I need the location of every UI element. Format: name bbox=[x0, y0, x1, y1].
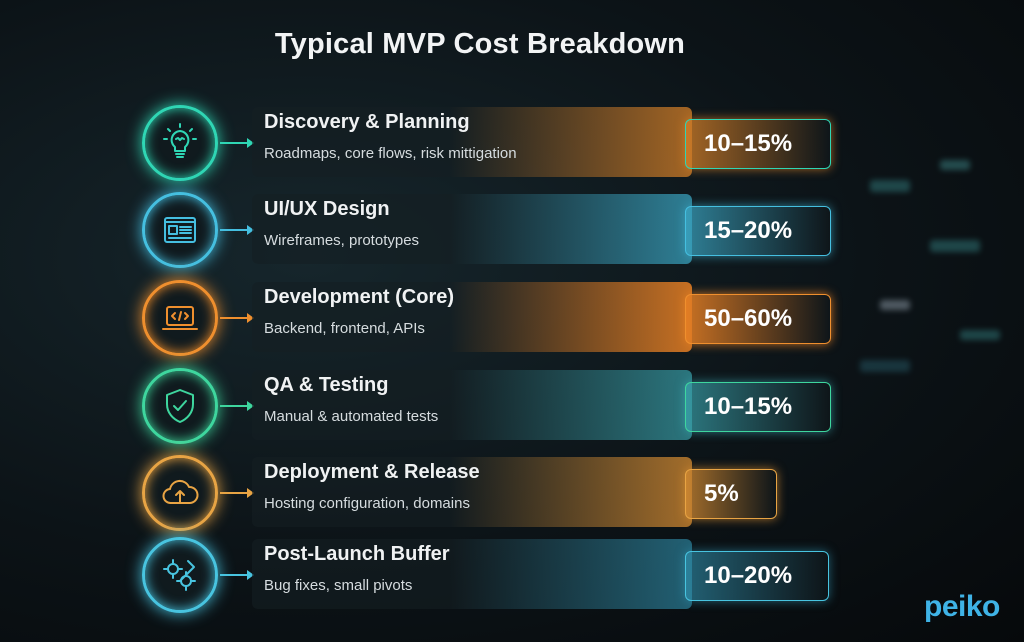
cost-item-row: UI/UX Design Wireframes, prototypes 15–2… bbox=[140, 190, 840, 274]
item-title: Development (Core) bbox=[264, 286, 455, 308]
item-title: Discovery & Planning bbox=[264, 111, 470, 133]
cloud-upload-icon bbox=[142, 455, 218, 531]
lightbulb-icon bbox=[142, 105, 218, 181]
item-bar bbox=[252, 539, 692, 609]
code-laptop-icon bbox=[142, 280, 218, 356]
arrow-icon bbox=[220, 313, 254, 323]
item-description: Roadmaps, core flows, risk mittigation bbox=[264, 145, 517, 162]
item-title: Post-Launch Buffer bbox=[264, 543, 450, 565]
item-title: Deployment & Release bbox=[264, 461, 480, 483]
item-bar bbox=[252, 107, 692, 177]
item-bar bbox=[252, 282, 692, 352]
item-description: Backend, frontend, APIs bbox=[264, 320, 425, 337]
shield-check-icon bbox=[142, 368, 218, 444]
wireframe-window-icon bbox=[142, 192, 218, 268]
item-percent-badge: 10–15% bbox=[685, 382, 831, 432]
cost-item-row: Development (Core) Backend, frontend, AP… bbox=[140, 278, 840, 362]
item-description: Hosting configuration, domains bbox=[264, 495, 470, 512]
arrow-icon bbox=[220, 570, 254, 580]
item-percent-badge: 15–20% bbox=[685, 206, 831, 256]
item-bar bbox=[252, 370, 692, 440]
item-description: Wireframes, prototypes bbox=[264, 232, 420, 249]
arrow-icon bbox=[220, 488, 254, 498]
item-description: Manual & automated tests bbox=[264, 408, 439, 425]
cost-item-row: Discovery & Planning Roadmaps, core flow… bbox=[140, 103, 840, 187]
peiko-logo: peiko bbox=[924, 590, 1000, 623]
item-description: Bug fixes, small pivots bbox=[264, 577, 413, 594]
cost-item-row: Deployment & Release Hosting configurati… bbox=[140, 453, 840, 537]
arrow-icon bbox=[220, 138, 254, 148]
item-percent-badge: 10–20% bbox=[685, 551, 829, 601]
cost-item-row: Post-Launch Buffer Bug fixes, small pivo… bbox=[140, 535, 840, 619]
arrow-icon bbox=[220, 401, 254, 411]
cost-item-row: QA & Testing Manual & automated tests 10… bbox=[140, 366, 840, 450]
item-title: UI/UX Design bbox=[264, 198, 390, 220]
item-bar bbox=[252, 194, 692, 264]
arrow-icon bbox=[220, 225, 254, 235]
item-percent-badge: 5% bbox=[685, 469, 777, 519]
item-title: QA & Testing bbox=[264, 374, 389, 396]
gears-wrench-icon bbox=[142, 537, 218, 613]
item-bar bbox=[252, 457, 692, 527]
item-percent-badge: 10–15% bbox=[685, 119, 831, 169]
item-percent-badge: 50–60% bbox=[685, 294, 831, 344]
page-title: Typical MVP Cost Breakdown bbox=[274, 28, 686, 60]
